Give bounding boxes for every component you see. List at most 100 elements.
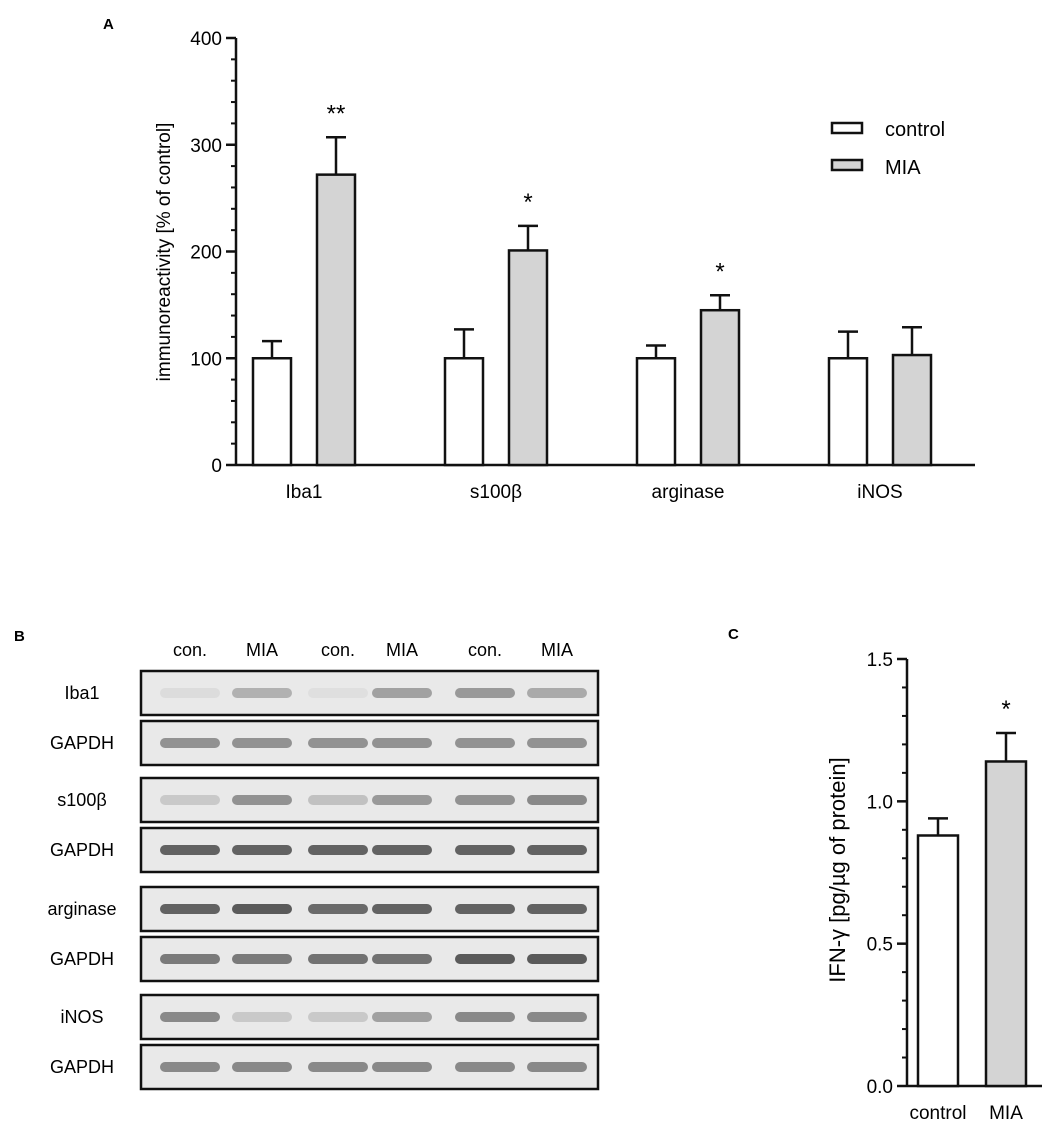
chart-c-y-tick-label: 0.0	[867, 1077, 893, 1098]
chart-c-significance: *	[1001, 696, 1010, 723]
blot-band	[372, 688, 432, 698]
chart-c-plot: 0.0 0.5 1.0 1.5 control * MIA	[867, 650, 1042, 1124]
blot-band	[527, 688, 587, 698]
blot-band	[527, 795, 587, 805]
blot-lane-label: MIA	[541, 640, 573, 660]
chart-a-bar-control	[635, 357, 677, 467]
chart-a-x-tick-label: arginase	[652, 482, 725, 503]
chart-a-bar-control	[443, 357, 485, 467]
blot-row-label: arginase	[47, 899, 116, 919]
blot-band	[527, 1012, 587, 1022]
blot-band	[308, 688, 368, 698]
chart-a-x-tick-label: Iba1	[286, 482, 323, 503]
chart-a-y-tick-label: 300	[190, 136, 222, 157]
blot-lane-label: con.	[468, 640, 502, 660]
blot-band	[372, 1062, 432, 1072]
blot-band	[232, 954, 292, 964]
blot-lane-label: MIA	[246, 640, 278, 660]
blot-lane-label: con.	[173, 640, 207, 660]
blot-band	[372, 845, 432, 855]
chart-a-bar-mia	[699, 308, 741, 467]
blot-band	[160, 1062, 220, 1072]
blot-band	[232, 1012, 292, 1022]
blot-band	[455, 1062, 515, 1072]
chart-a-y-tick-label: 200	[190, 243, 222, 264]
chart-c-bar-mia	[984, 760, 1028, 1088]
blot-band	[372, 954, 432, 964]
chart-a-bar-control	[251, 357, 293, 467]
blot-band	[527, 845, 587, 855]
chart-a-legend: control MIA	[830, 119, 945, 179]
blot-band	[455, 904, 515, 914]
legend-label-control: control	[885, 119, 945, 141]
chart-a-bar-mia	[507, 249, 549, 467]
panel-letter-a: A	[103, 16, 114, 33]
legend-label-mia: MIA	[885, 157, 921, 179]
blot-band	[527, 738, 587, 748]
blot-band	[527, 904, 587, 914]
chart-a-y-axis-title: immunoreactivity [% of control]	[154, 123, 175, 382]
blot-band	[232, 845, 292, 855]
blot-band	[308, 954, 368, 964]
chart-c-x-tick-label: control	[909, 1103, 966, 1124]
blot-lane-label: MIA	[386, 640, 418, 660]
legend-swatch-mia	[830, 158, 864, 172]
blot-band	[160, 738, 220, 748]
blot-band	[232, 1062, 292, 1072]
blot-row-label: GAPDH	[50, 949, 114, 969]
blot-band	[308, 1012, 368, 1022]
blot-band	[232, 904, 292, 914]
blot-row-label: iNOS	[60, 1007, 103, 1027]
blot-row-label: GAPDH	[50, 733, 114, 753]
blot-band	[455, 738, 515, 748]
chart-a-y-tick-label: 400	[190, 29, 222, 50]
chart-a-significance: *	[523, 189, 532, 216]
chart-a-y-tick-label: 0	[211, 456, 222, 477]
blot-band	[308, 738, 368, 748]
blot-band	[308, 1062, 368, 1072]
blot-band	[160, 688, 220, 698]
chart-c-bar-control	[916, 834, 960, 1088]
chart-a-bar-mia	[891, 353, 933, 467]
blot-row-label: GAPDH	[50, 840, 114, 860]
chart-a-bar-control	[827, 357, 869, 467]
blot-band	[232, 688, 292, 698]
blot-band	[308, 795, 368, 805]
chart-c-y-tick-label: 1.5	[867, 650, 893, 671]
blot-band	[455, 954, 515, 964]
blot-band	[160, 954, 220, 964]
blot-band	[372, 795, 432, 805]
blot-band	[527, 1062, 587, 1072]
legend-swatch-control	[830, 121, 864, 135]
chart-c-y-axis-title: IFN-γ [pg/µg of protein]	[825, 757, 850, 982]
chart-a-significance: *	[715, 258, 724, 285]
blot-row-label: GAPDH	[50, 1057, 114, 1077]
blot-lane-label: con.	[321, 640, 355, 660]
blot-band	[455, 688, 515, 698]
blot-band	[232, 795, 292, 805]
blot-membrane	[139, 776, 600, 824]
blot-band	[160, 904, 220, 914]
chart-c-y-tick-label: 1.0	[867, 792, 893, 813]
blot-band	[455, 795, 515, 805]
panel-letter-b: B	[14, 628, 25, 645]
chart-a-x-tick-label: iNOS	[857, 482, 902, 503]
blot-band	[455, 845, 515, 855]
blot-band	[372, 904, 432, 914]
blot-band	[160, 795, 220, 805]
blot-row-label: Iba1	[64, 683, 99, 703]
western-blot: con. MIA con. MIA con. MIA Iba1 GAPDH s100β GAPDH…	[47, 640, 600, 1091]
chart-c-x-tick-label: MIA	[989, 1103, 1023, 1124]
blot-band	[455, 1012, 515, 1022]
chart-a-significance: **	[327, 100, 346, 127]
blot-band	[372, 738, 432, 748]
blot-band	[160, 1012, 220, 1022]
blot-band	[308, 845, 368, 855]
blot-band	[308, 904, 368, 914]
chart-c-y-tick-label: 0.5	[867, 935, 893, 956]
blot-band	[527, 954, 587, 964]
chart-a-x-tick-label: s100β	[470, 482, 522, 503]
blot-band	[372, 1012, 432, 1022]
chart-a-plot: 0 100 200 300 400 ** Iba1 * s100β * arginase iNOS	[190, 29, 975, 503]
